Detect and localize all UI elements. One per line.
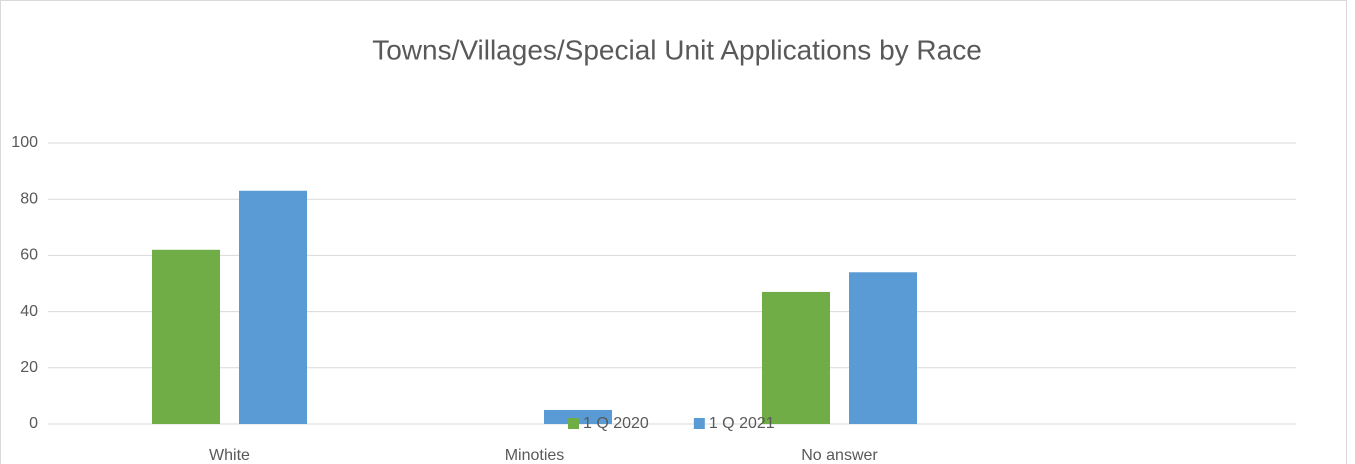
- x-tick-label: No answer: [801, 447, 878, 464]
- legend-swatch: [568, 418, 579, 429]
- y-tick-label: 20: [20, 359, 38, 376]
- bar: [544, 409, 612, 424]
- legend-label: 1 Q 2020: [583, 415, 649, 432]
- bar: [152, 249, 220, 424]
- y-tick-label: 40: [20, 303, 38, 320]
- bar: [849, 272, 917, 424]
- bar: [762, 291, 830, 424]
- legend-label: 1 Q 2021: [709, 415, 775, 432]
- chart-title: Towns/Villages/Special Unit Applications…: [372, 34, 982, 65]
- y-tick-label: 100: [11, 134, 38, 151]
- y-tick-label: 80: [20, 190, 38, 207]
- legend-swatch: [693, 418, 705, 429]
- y-tick-label: 0: [29, 415, 38, 432]
- x-tick-label: White: [209, 447, 250, 464]
- y-tick-label: 60: [20, 247, 38, 264]
- x-tick-label: Minoties: [505, 447, 565, 464]
- bar: [239, 190, 307, 424]
